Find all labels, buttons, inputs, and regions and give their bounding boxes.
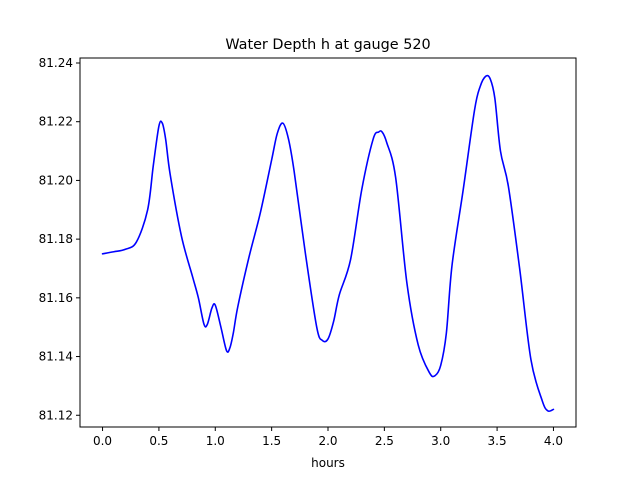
y-tick-label: 81.24: [39, 56, 73, 70]
plot-frame: [79, 57, 577, 428]
chart-title: Water Depth h at gauge 520: [225, 37, 430, 53]
y-tick-label: 81.18: [39, 232, 73, 246]
x-tick-label: 2.5: [375, 434, 394, 448]
x-tick-label: 0.0: [93, 434, 112, 448]
x-axis-label: hours: [311, 456, 345, 470]
x-axis-ticks: 0.0 0.5 1.0 1.5 2.0 2.5 3.0 3.5 4.0: [93, 427, 563, 448]
x-tick-label: 1.5: [262, 434, 281, 448]
y-tick-label: 81.22: [39, 115, 73, 129]
series-layer: [101, 74, 555, 413]
x-tick-label: 3.5: [488, 434, 507, 448]
y-tick-label: 81.14: [39, 350, 73, 364]
x-tick-label: 4.0: [544, 434, 563, 448]
y-axis-ticks: 81.12 81.14 81.16 81.18 81.20 81.22 81.24: [39, 56, 80, 422]
y-tick-label: 81.12: [39, 408, 73, 422]
x-tick-label: 1.0: [206, 434, 225, 448]
y-tick-label: 81.20: [39, 173, 73, 187]
series-line-0: [101, 74, 555, 413]
y-tick-label: 81.16: [39, 291, 73, 305]
x-tick-label: 2.0: [318, 434, 337, 448]
plot-area: [80, 58, 576, 427]
x-tick-label: 0.5: [149, 434, 168, 448]
x-tick-label: 3.0: [431, 434, 450, 448]
